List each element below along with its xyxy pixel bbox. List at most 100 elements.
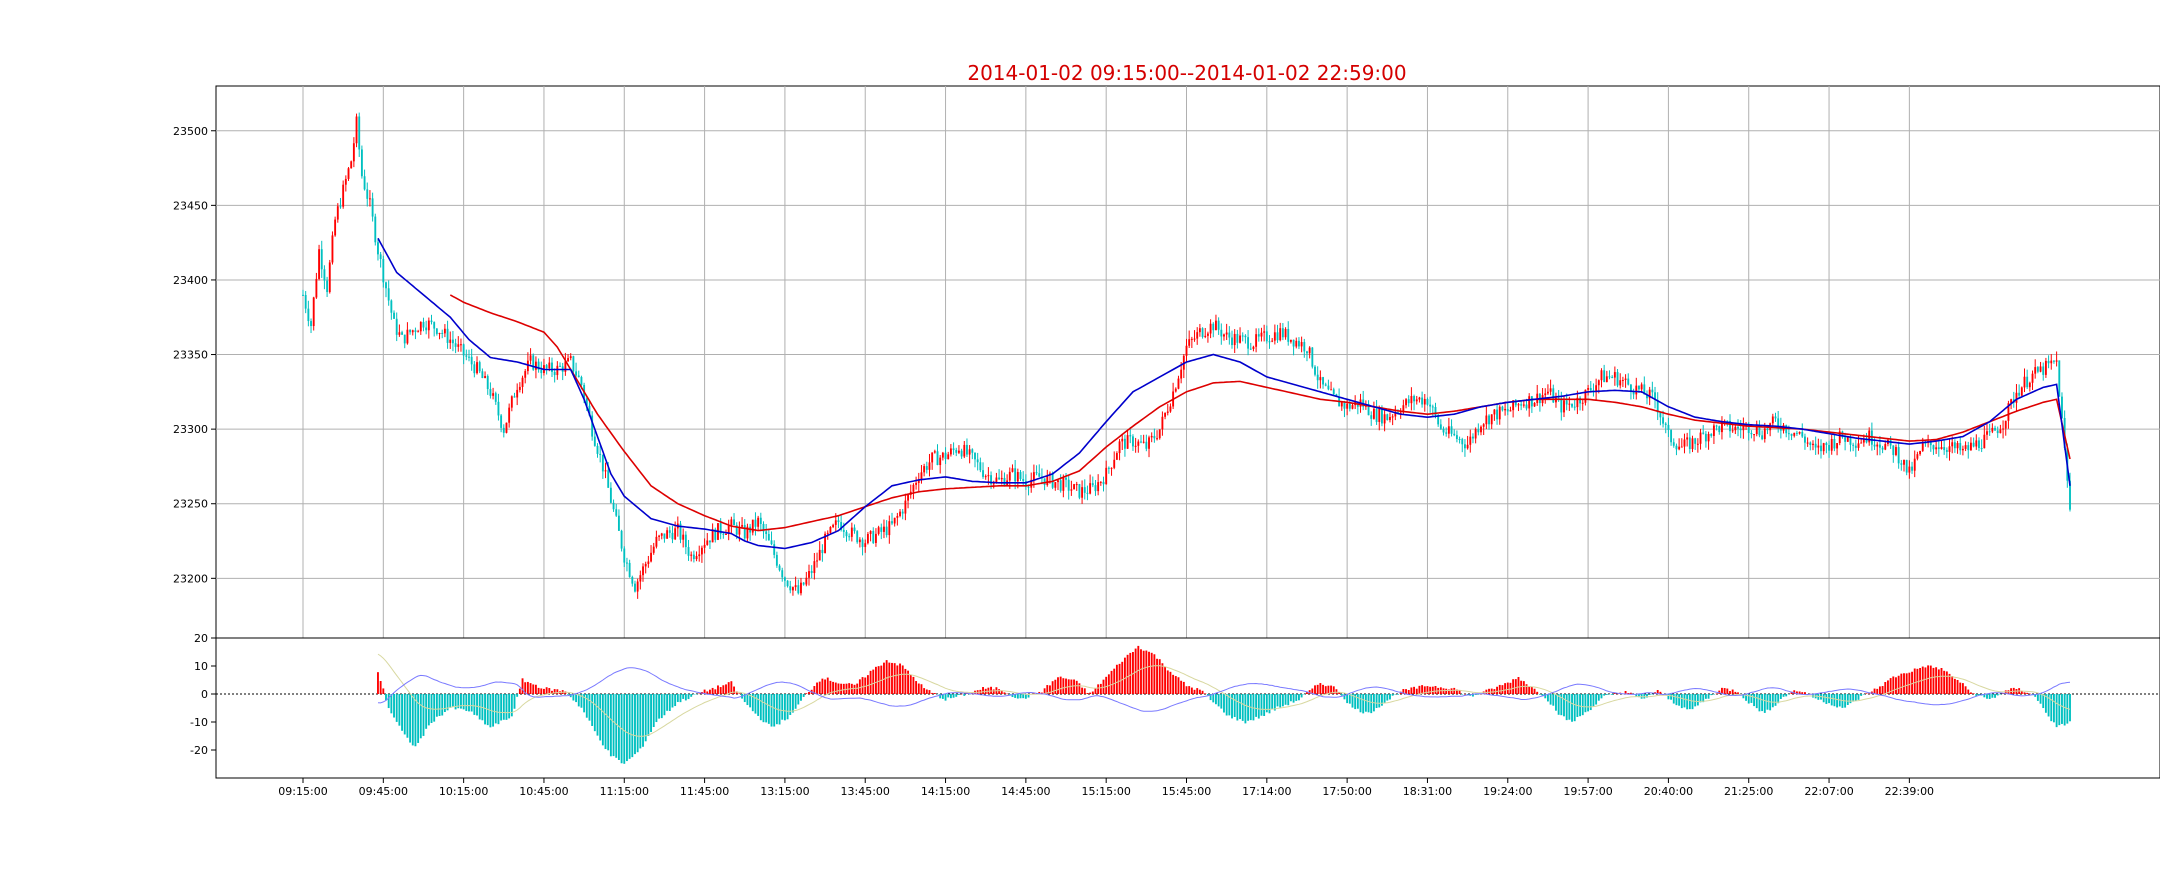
candle-body <box>1798 431 1801 434</box>
candle-body <box>1903 459 1905 465</box>
candle-body <box>1613 372 1616 378</box>
macd-bar <box>2055 694 2058 728</box>
macd-bar <box>1364 694 1367 712</box>
macd-bar <box>417 694 420 743</box>
candle-body <box>1249 348 1252 350</box>
candle-body <box>588 405 591 416</box>
candle-body <box>754 519 757 527</box>
macd-bar <box>1105 676 1108 694</box>
candle-body <box>1884 444 1887 450</box>
candle-body <box>1571 403 1573 407</box>
macd-bar <box>666 694 669 711</box>
macd-bar <box>644 694 647 742</box>
macd-bar <box>1220 694 1223 709</box>
candle-body <box>516 389 519 398</box>
candle-body <box>425 327 428 331</box>
x-tick-label: 22:07:00 <box>1804 785 1853 798</box>
candle-body <box>1046 475 1049 486</box>
candle-body <box>377 242 379 255</box>
macd-bar <box>1006 693 1009 695</box>
candle-body <box>1739 428 1742 431</box>
candle-body <box>1758 426 1761 436</box>
macd-bar <box>1193 689 1196 694</box>
macd-bar <box>968 694 971 695</box>
macd-bar <box>1134 648 1137 694</box>
candle-body <box>1804 436 1806 443</box>
candle-body <box>856 531 859 543</box>
candle-body <box>1812 443 1814 446</box>
macd-bar <box>1327 685 1330 694</box>
candle-body <box>612 502 615 510</box>
candle-body <box>1648 389 1651 399</box>
candle-body <box>403 334 406 344</box>
candle-body <box>1410 396 1413 404</box>
macd-bar <box>1935 667 1938 694</box>
candle-body <box>1148 437 1150 449</box>
candle-body <box>358 116 361 150</box>
macd-bar <box>2026 692 2029 694</box>
macd-bar <box>596 694 599 736</box>
macd-bar <box>1190 687 1193 694</box>
candle-body <box>1030 479 1033 488</box>
candle-body <box>1118 441 1121 454</box>
macd-bar <box>711 687 714 694</box>
macd-bar <box>556 689 559 694</box>
candle-body <box>1579 397 1581 404</box>
candle-body <box>1881 447 1884 450</box>
macd-bar <box>920 684 923 694</box>
macd-bar <box>1994 694 1996 698</box>
candle-body <box>596 445 599 454</box>
candle-body <box>1423 398 1426 405</box>
candle-body <box>719 523 722 534</box>
macd-bar <box>1148 651 1150 694</box>
macd-bar <box>1397 694 1399 695</box>
candle-body <box>1391 416 1394 418</box>
candle-body <box>725 533 727 535</box>
macd-bar <box>1097 684 1100 694</box>
candle-body <box>1694 438 1697 444</box>
candle-body <box>1241 335 1244 337</box>
candle-body <box>342 184 345 207</box>
macd-bar <box>1198 689 1201 694</box>
macd-bar <box>1461 694 1464 695</box>
candle-body <box>800 582 802 594</box>
candle-body <box>1129 435 1132 437</box>
candle-body <box>1972 442 1975 447</box>
candle-body <box>443 328 446 334</box>
candle-body <box>457 344 460 347</box>
candle-body <box>907 494 910 501</box>
macd-bar <box>1488 688 1490 694</box>
macd-bar <box>1075 680 1078 694</box>
candle-body <box>1967 445 1970 451</box>
macd-bar <box>1948 673 1951 694</box>
candle-body <box>1600 370 1603 381</box>
candle-body <box>626 562 628 564</box>
macd-bar <box>468 694 470 712</box>
candle-body <box>1394 412 1397 417</box>
macd-bar <box>1394 694 1397 695</box>
x-tick-label: 21:25:00 <box>1724 785 1773 798</box>
candle-body <box>1330 389 1333 391</box>
candle-body <box>438 332 441 334</box>
macd-bar <box>1477 694 1480 695</box>
macd-bar <box>1991 694 1994 698</box>
candle-body <box>1196 332 1199 339</box>
candle-body <box>1978 440 1980 449</box>
macd-bar <box>1667 694 1670 700</box>
candle-body <box>1439 424 1442 429</box>
candle-body <box>1418 397 1421 400</box>
candle-body <box>746 526 749 539</box>
macd-bar <box>1455 689 1458 694</box>
candle-body <box>1715 425 1718 427</box>
macd-bar <box>749 694 752 708</box>
candle-body <box>1059 480 1062 491</box>
macd-frame <box>215 637 2160 779</box>
macd-bar <box>1627 693 1630 694</box>
macd-bar <box>1389 694 1391 700</box>
candle-body <box>1514 400 1517 406</box>
candle-body <box>1463 444 1466 449</box>
candle-body <box>328 262 331 293</box>
macd-bar <box>393 694 395 718</box>
macd-bar <box>1099 683 1102 694</box>
macd-bar <box>1694 694 1697 707</box>
